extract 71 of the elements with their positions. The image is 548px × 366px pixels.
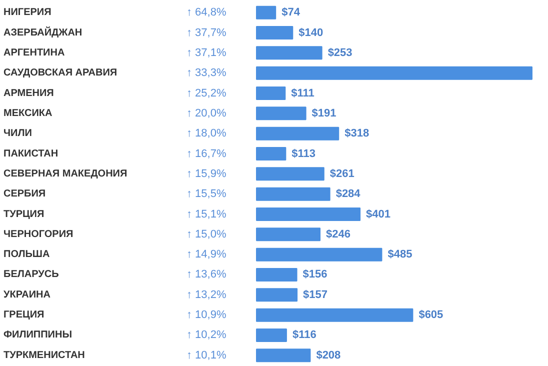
text: ↑ 15,9% xyxy=(186,168,226,180)
bar xyxy=(256,308,414,322)
y-tick-label: ЧИЛИ xyxy=(4,128,32,140)
data-label: $191 xyxy=(312,107,336,120)
bar xyxy=(256,6,276,20)
data-label: $116 xyxy=(292,329,316,342)
text: ↑ 18,0% xyxy=(186,128,226,140)
y-tick-label: ТУРКМЕНИСТАН xyxy=(4,350,85,361)
y-tick-label: ПАКИСТАН xyxy=(4,148,58,160)
data-label: $253 xyxy=(328,46,352,59)
text: ↑ 14,9% xyxy=(186,248,226,261)
bar xyxy=(256,348,311,362)
bar xyxy=(256,328,287,342)
data-label: $284 xyxy=(336,188,362,200)
bar xyxy=(256,288,298,302)
text: ↑ 37,1% xyxy=(186,46,226,59)
data-label: $111 xyxy=(291,87,314,100)
y-tick-label: АЗЕРБАЙДЖАН xyxy=(4,25,82,38)
y-tick-label: ГРЕЦИЯ xyxy=(4,310,44,321)
text: ↑ 15,1% xyxy=(186,208,226,220)
bar xyxy=(256,46,322,60)
text: ↑ 64,8% xyxy=(186,6,226,19)
bar xyxy=(256,147,286,161)
data-label: $113 xyxy=(292,148,316,160)
data-label: $246 xyxy=(326,228,350,240)
y-tick-label: МЕКСИКА xyxy=(4,108,52,119)
data-label: $605 xyxy=(418,309,444,322)
y-tick-label: ФИЛИППИНЫ xyxy=(4,330,72,341)
data-label: $401 xyxy=(366,208,391,220)
bar xyxy=(256,268,298,282)
data-label: $485 xyxy=(388,248,412,261)
y-tick-label: БЕЛАРУСЬ xyxy=(4,269,59,280)
bar xyxy=(256,248,382,262)
text: ↑ 16,7% xyxy=(186,148,226,160)
text: ↑ 20,0% xyxy=(186,107,226,120)
data-label: $318 xyxy=(344,128,370,140)
y-tick-label: СЕРБИЯ xyxy=(4,188,46,200)
y-tick-label: САУДОВСКАЯ АРАВИЯ xyxy=(4,68,118,79)
y-tick-label: АРГЕНТИНА xyxy=(4,47,65,58)
bar xyxy=(256,228,321,242)
bar xyxy=(256,208,361,222)
text: ↑ 13,2% xyxy=(186,288,226,301)
bar xyxy=(256,66,532,80)
y-tick-label: ПОЛЬША xyxy=(4,249,50,260)
data-label: $156 xyxy=(302,268,328,281)
data-label: $261 xyxy=(330,168,354,180)
data-label: $208 xyxy=(316,349,341,362)
text: ↑ 13,6% xyxy=(186,268,226,281)
text: ↑ 10,2% xyxy=(186,329,226,342)
y-tick-label: АРМЕНИЯ xyxy=(4,88,54,99)
text: ↑ 10,1% xyxy=(186,349,226,362)
text: ↑ 15,0% xyxy=(186,228,226,240)
data-label: $74 xyxy=(282,6,301,19)
data-label: $157 xyxy=(303,288,328,301)
bar xyxy=(256,26,294,40)
y-tick-label: СЕВЕРНАЯ МАКЕДОНИЯ xyxy=(4,168,128,180)
y-tick-label: НИГЕРИЯ xyxy=(4,7,52,18)
bar xyxy=(256,86,286,100)
data-label: $140 xyxy=(298,26,324,39)
text: ↑ 37,7% xyxy=(186,26,226,39)
y-tick-label: УКРАИНА xyxy=(4,289,50,300)
bar xyxy=(256,106,306,120)
text: ↑ 15,5% xyxy=(186,188,226,200)
y-tick-label: ТУРЦИЯ xyxy=(4,208,44,220)
bar xyxy=(256,167,324,181)
text: ↑ 33,3% xyxy=(186,67,226,80)
y-tick-label: ЧЕРНОГОРИЯ xyxy=(4,228,74,240)
text: ↑ 10,9% xyxy=(186,309,226,322)
bar xyxy=(256,187,330,201)
text: ↑ 25,2% xyxy=(186,87,226,100)
bar xyxy=(256,126,340,140)
